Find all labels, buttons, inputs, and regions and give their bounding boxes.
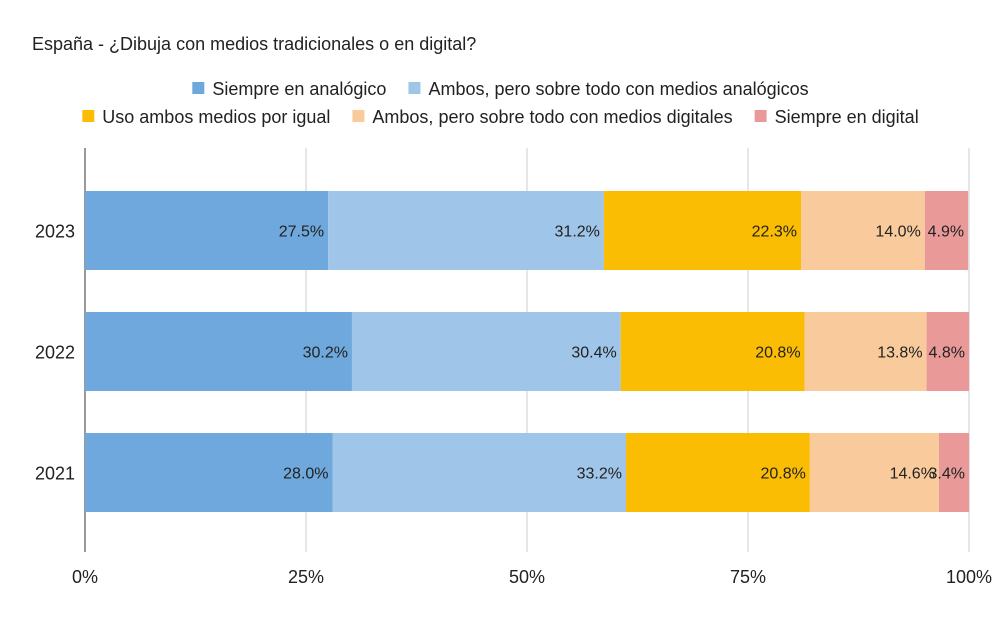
legend-item: Siempre en analógico [192, 79, 386, 99]
bar-segment [924, 191, 969, 270]
data-label: 14.0% [875, 224, 920, 241]
bar-segment [328, 191, 604, 270]
legend-label: Siempre en analógico [212, 79, 386, 99]
bar-segment [603, 191, 802, 270]
data-label: 30.4% [571, 345, 616, 362]
legend-label: Siempre en digital [775, 107, 919, 127]
chart-title: España - ¿Dibuja con medios tradicionale… [32, 34, 476, 54]
bar-segment [801, 191, 925, 270]
bar-segment [85, 191, 329, 270]
legend-item: Uso ambos medios por igual [82, 107, 330, 127]
y-tick-label: 2022 [35, 343, 75, 363]
data-label: 13.8% [877, 345, 922, 362]
bar-segment [926, 312, 969, 391]
legend-item: Siempre en digital [754, 107, 919, 127]
bar-segment [351, 312, 621, 391]
bar-segment [620, 312, 805, 391]
legend-swatch [192, 82, 205, 94]
data-label: 14.6% [890, 466, 935, 483]
bar-segment [804, 312, 927, 391]
legend-swatch [82, 110, 95, 122]
legend-item: Ambos, pero sobre todo con medios digita… [352, 107, 733, 127]
x-tick-label: 25% [288, 567, 324, 587]
data-label: 4.8% [929, 345, 965, 362]
legend-label: Ambos, pero sobre todo con medios analóg… [428, 79, 808, 99]
bar-segment [85, 433, 333, 512]
legend: Siempre en analógico Ambos, pero sobre to… [82, 79, 919, 127]
data-label: 20.8% [755, 345, 800, 362]
x-tick-label: 75% [730, 567, 766, 587]
data-label: 33.2% [577, 466, 622, 483]
legend-item: Ambos, pero sobre todo con medios analóg… [408, 79, 809, 99]
y-tick-label: 2021 [35, 464, 75, 484]
legend-label: Ambos, pero sobre todo con medios digita… [372, 107, 732, 127]
data-label: 22.3% [752, 224, 797, 241]
data-label: 4.9% [928, 224, 964, 241]
bar-segment [626, 433, 810, 512]
bar-segment [938, 433, 969, 512]
bar-segment [85, 312, 352, 391]
x-tick-label: 0% [72, 567, 98, 587]
axes: 0% 25% 50% 75% 100% 2023 2022 2021 [35, 222, 992, 588]
x-tick-label: 100% [946, 567, 992, 587]
y-tick-label: 2023 [35, 222, 75, 242]
data-label: 20.8% [761, 466, 806, 483]
bar-segment [332, 433, 627, 512]
data-label: 27.5% [279, 224, 324, 241]
bars: 27.5% 31.2% 22.3% 14.0% 4.9% 30.2% 30.4% 20.8% 1… [85, 191, 969, 512]
legend-swatch [754, 110, 767, 122]
legend-label: Uso ambos medios por igual [102, 107, 330, 127]
data-label: 3.4% [929, 466, 965, 483]
bar-segment [809, 433, 939, 512]
data-label: 31.2% [555, 224, 600, 241]
legend-swatch [408, 82, 421, 94]
data-label: 28.0% [283, 466, 328, 483]
x-tick-label: 50% [509, 567, 545, 587]
data-label: 30.2% [303, 345, 348, 362]
legend-swatch [352, 110, 365, 122]
